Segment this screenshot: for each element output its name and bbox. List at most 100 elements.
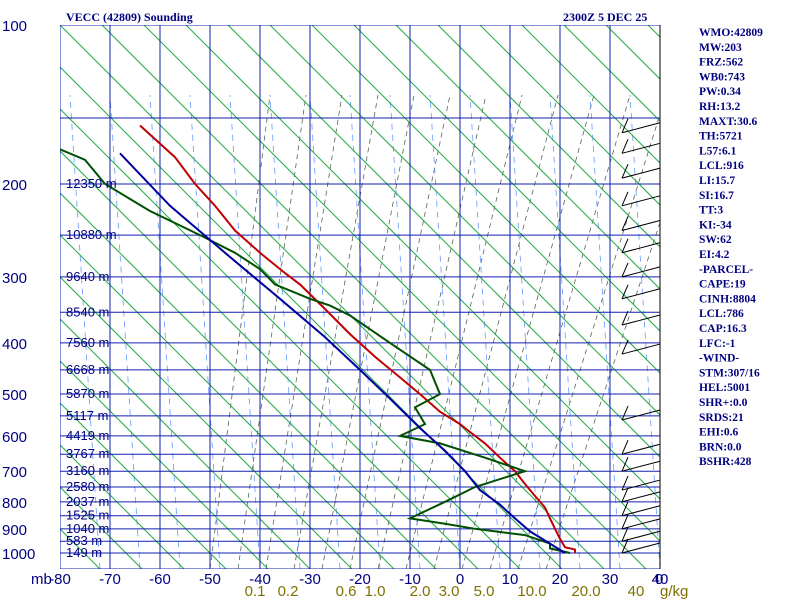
dry-adiabat-line	[143, 25, 660, 542]
wind-barb	[621, 409, 661, 421]
wind-barb-flag	[621, 487, 629, 503]
dry-adiabat-line	[521, 25, 660, 164]
moist-adiabat-line	[670, 95, 700, 569]
dry-adiabat-line	[60, 234, 395, 569]
moist-adiabat-line	[189, 94, 221, 569]
wind-barb	[621, 505, 661, 517]
dry-adiabat-line	[60, 402, 227, 569]
index-entry: FRZ:562	[699, 57, 743, 69]
profile-line-0	[139, 124, 576, 553]
wind-barb-flag	[621, 191, 629, 206]
wind-barb-flag	[621, 538, 629, 554]
height-label: 6668 m	[66, 362, 109, 377]
wind-barb-flag	[621, 216, 629, 231]
index-entry: L57:6.1	[699, 145, 737, 157]
moist-adiabat-line	[269, 94, 301, 569]
index-entry: LCL:916	[699, 160, 744, 172]
temperature-tick-label: 40	[652, 571, 669, 588]
wind-barb-flag	[621, 457, 629, 472]
moist-adiabat-line	[389, 94, 421, 569]
moist-adiabat-line	[69, 94, 101, 569]
moist-adiabat-line	[349, 94, 381, 569]
wind-barb-flag	[621, 262, 629, 278]
wind-barb-flag	[621, 440, 629, 455]
wind-barb-flag	[621, 238, 629, 253]
temperature-tick-label: 20	[552, 571, 569, 588]
index-entry: EI:4.2	[699, 249, 730, 261]
index-entry: KI:-34	[699, 219, 732, 231]
height-label: 9640 m	[66, 269, 109, 284]
mixing-ratio-label: 40	[628, 583, 645, 600]
mixing-ratio-unit: g/kg	[660, 583, 688, 600]
pressure-tick-label: 100	[2, 18, 27, 35]
height-label: 3767 m	[66, 446, 109, 461]
wind-barb	[621, 542, 661, 554]
moist-adiabat-line	[629, 94, 660, 569]
index-entry: LFC:-1	[699, 338, 736, 350]
chart-title: VECC (42809) Sounding	[66, 10, 193, 24]
mixing-ratio-label: 0.6	[336, 583, 357, 600]
moist-adiabat-line	[149, 94, 181, 569]
wind-barb-flag	[621, 514, 629, 530]
moist-adiabat-line	[549, 94, 581, 569]
dry-adiabat-line	[437, 25, 660, 248]
index-entry: LI:15.7	[699, 175, 735, 187]
height-label: 1525 m	[66, 508, 109, 523]
wind-barb-flag	[621, 139, 629, 154]
profile-line-1	[60, 148, 571, 554]
wind-barb-flag	[621, 475, 629, 491]
index-entry: WB0:743	[699, 71, 745, 83]
wind-barb	[621, 219, 661, 231]
temperature-tick-label: -70	[99, 571, 121, 588]
wind-barb	[621, 530, 661, 542]
dry-adiabat-line	[185, 25, 660, 500]
mixing-ratio-line	[237, 94, 307, 569]
chart-series	[60, 124, 576, 554]
index-entry: CAP:16.3	[699, 323, 747, 335]
dry-adiabat-line	[60, 486, 143, 569]
moist-adiabat-line	[109, 94, 141, 569]
temperature-tick-label: 0	[456, 571, 464, 588]
wind-barb-flag	[621, 310, 629, 326]
height-label: 2037 m	[66, 494, 109, 509]
index-entry: BRN:0.0	[699, 441, 742, 453]
mixing-ratio-line	[517, 112, 660, 569]
wind-barb	[621, 314, 661, 326]
moist-adiabat-line	[309, 94, 341, 569]
pressure-tick-label: 300	[2, 270, 27, 287]
wind-barb-flag	[621, 527, 629, 542]
dry-adiabat-line	[60, 66, 563, 569]
index-entry: WMO:42809	[699, 27, 763, 39]
mixing-ratio-line	[405, 94, 523, 569]
dry-adiabat-line	[269, 25, 660, 416]
index-entry: -PARCEL-	[699, 264, 753, 276]
mixing-ratio-label: 2.0	[410, 583, 431, 600]
wind-axis-label: 0	[655, 571, 663, 588]
dry-adiabat-line	[101, 25, 647, 569]
height-label: 5117 m	[66, 408, 108, 423]
index-entry: CAPE:19	[699, 279, 746, 291]
wind-barb-flag	[621, 118, 629, 133]
index-entry: MW:203	[699, 42, 742, 54]
profile-line-2	[119, 152, 566, 554]
wind-barb	[621, 518, 661, 530]
height-label: 1040 m	[66, 521, 109, 536]
height-label: 8540 m	[66, 304, 109, 319]
index-entry: STM:307/16	[699, 367, 760, 379]
moist-adiabat-line	[229, 94, 261, 569]
dry-adiabat-line	[479, 25, 660, 206]
index-entry: SW:62	[699, 234, 732, 246]
dry-adiabat-line	[60, 318, 311, 569]
index-entry: SRDS:21	[699, 412, 744, 424]
height-label: 7560 m	[66, 335, 109, 350]
pressure-tick-label: 600	[2, 429, 27, 446]
mixing-ratio-line	[265, 94, 343, 569]
mixing-ratio-line	[209, 94, 271, 569]
height-label: 2580 m	[66, 479, 109, 494]
index-entry: TH:5721	[699, 131, 743, 143]
index-entry: SI:16.7	[699, 190, 734, 202]
index-entry: MAXT:30.6	[699, 116, 757, 128]
wind-barb	[621, 443, 661, 455]
height-label: 5870 m	[66, 386, 109, 401]
wind-barb-flag	[621, 284, 629, 299]
